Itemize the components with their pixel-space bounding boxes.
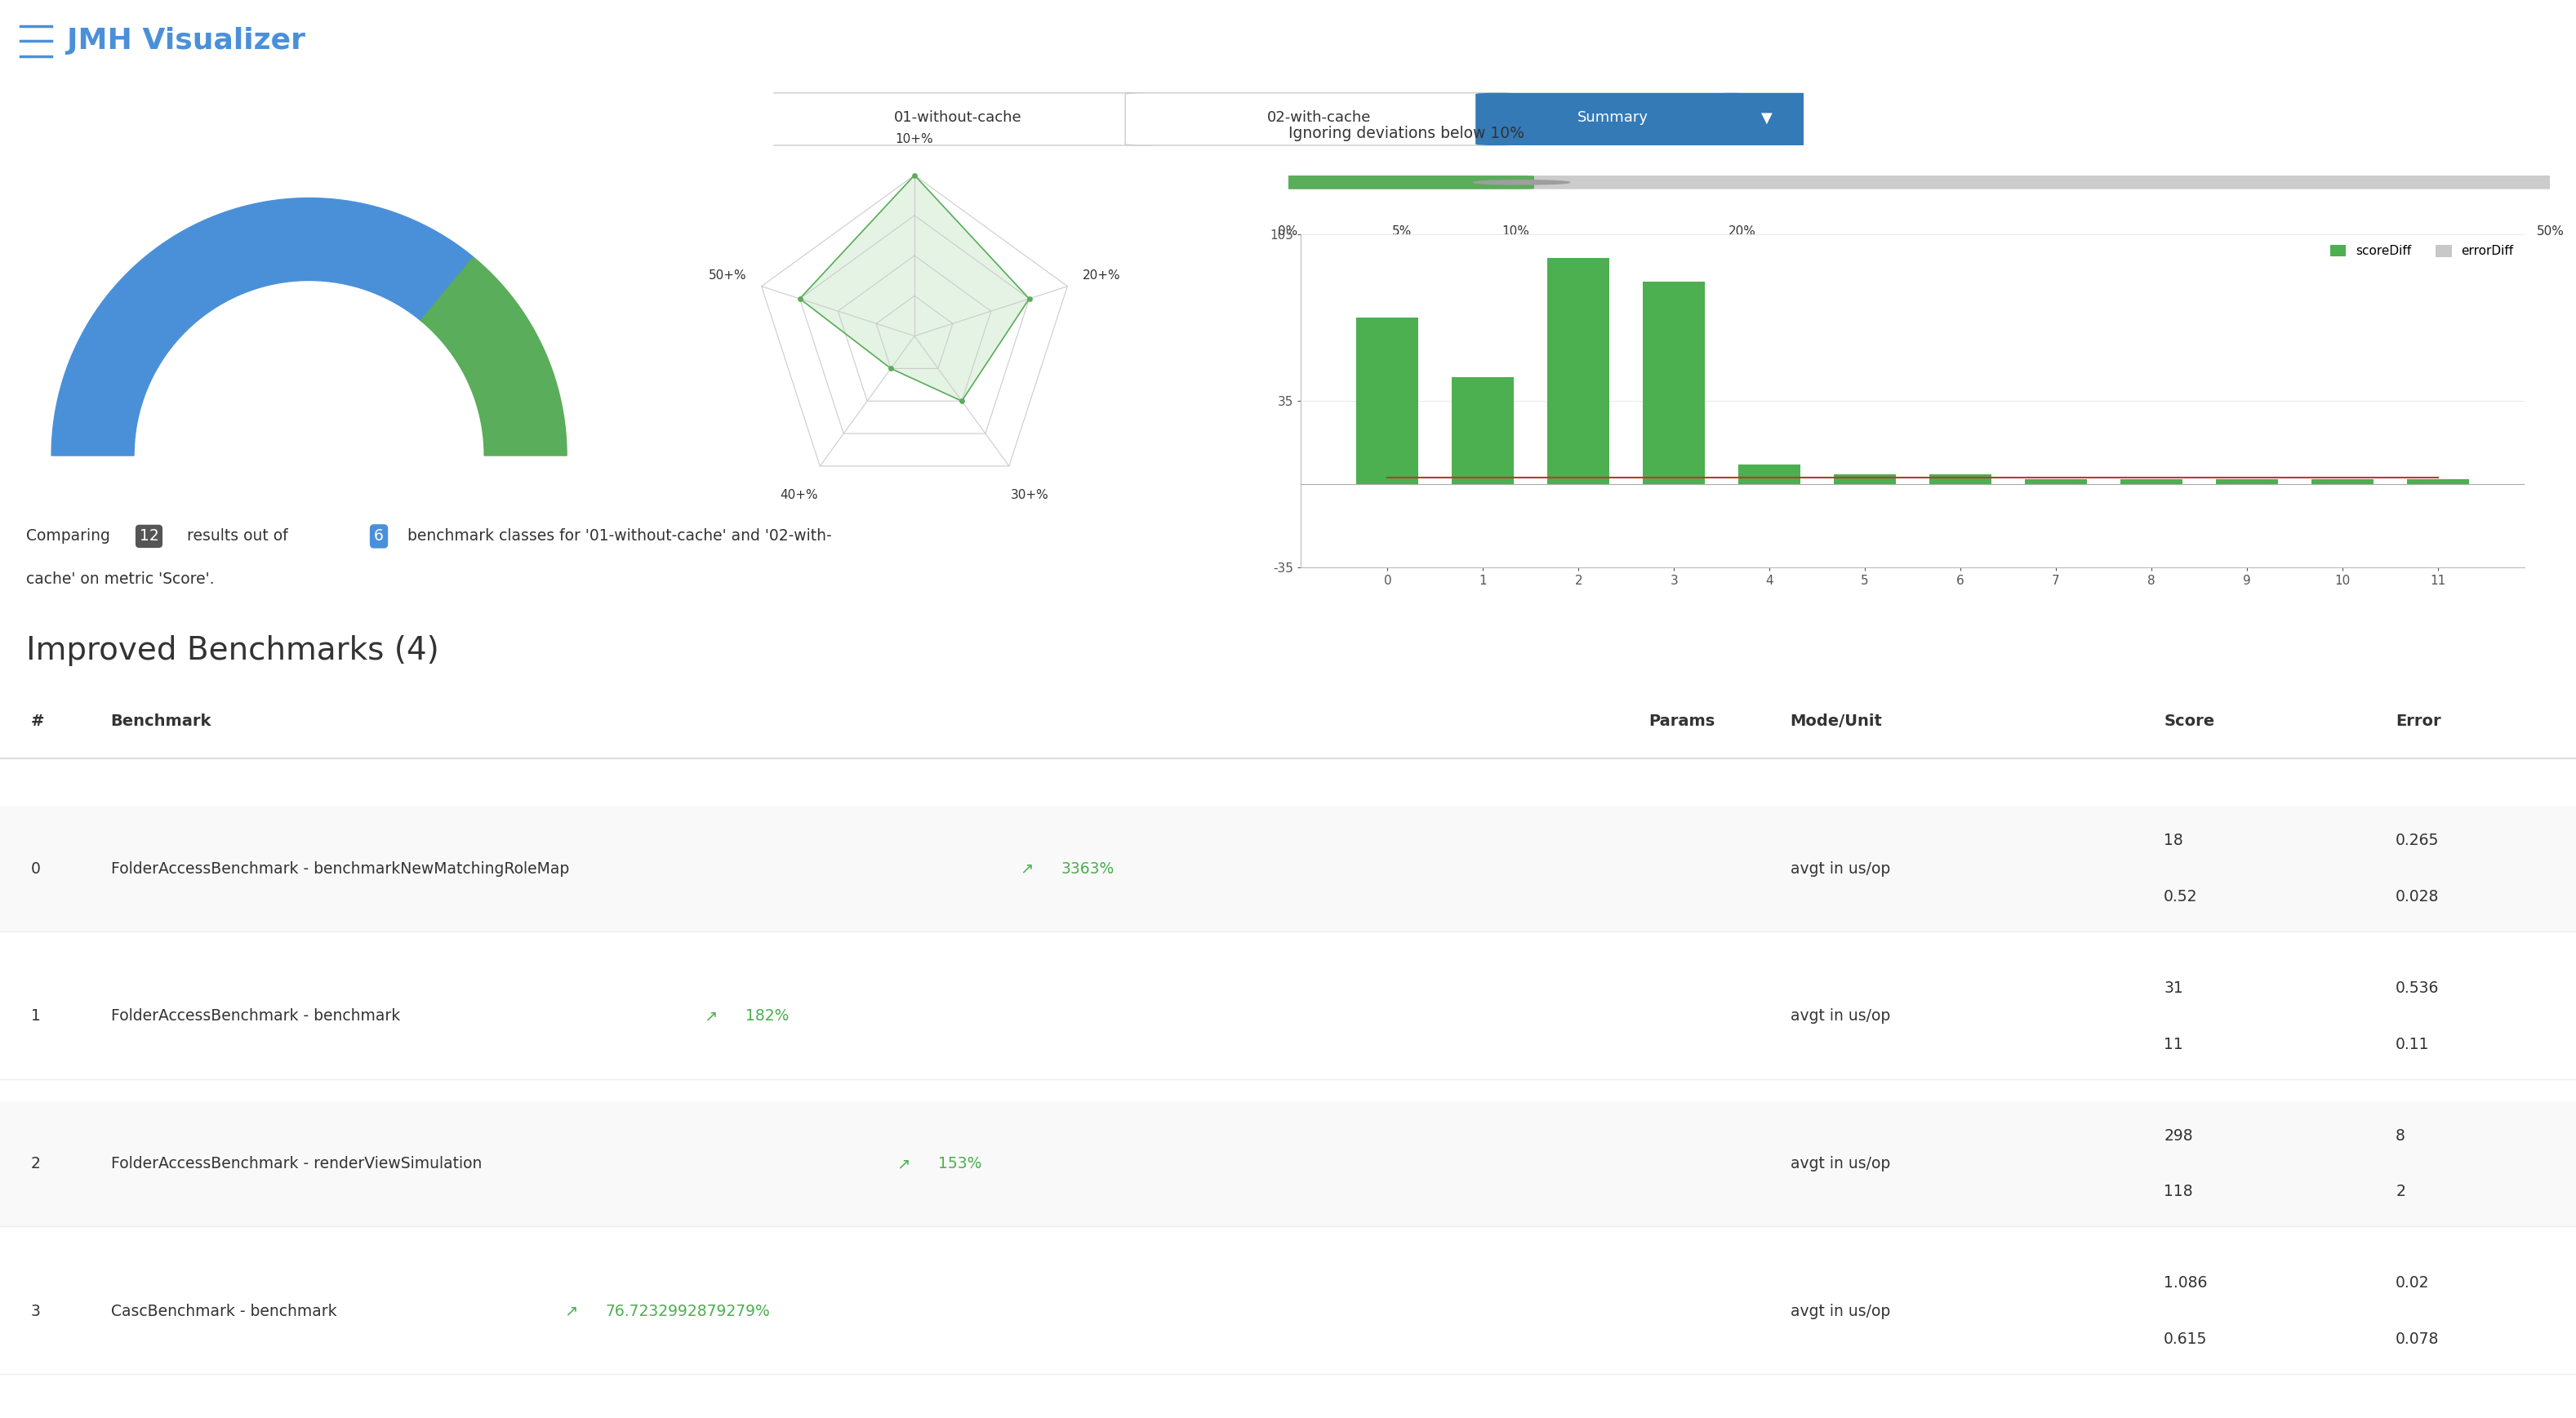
Text: 0.02: 0.02 [2396,1275,2429,1290]
Text: avgt in us/op: avgt in us/op [1790,861,1891,876]
Text: 2: 2 [2396,1184,2406,1200]
Bar [1643,282,1705,484]
Text: 0.52: 0.52 [2164,889,2197,905]
FancyBboxPatch shape [755,94,1162,145]
Point [940,390,981,413]
Polygon shape [799,176,1030,401]
FancyBboxPatch shape [0,1100,2576,1227]
Text: 31: 31 [2164,980,2184,995]
Text: 182%: 182% [744,1008,788,1024]
Text: 12: 12 [139,529,160,545]
Text: 01-without-cache: 01-without-cache [894,111,1023,125]
Text: benchmark classes for '01-without-cache' and '02-with-: benchmark classes for '01-without-cache'… [407,529,832,545]
Text: 02-with-cache: 02-with-cache [1267,111,1370,125]
Text: 40+%: 40+% [781,489,819,501]
Text: 0.028: 0.028 [2396,889,2439,905]
Text: CascBenchmark - benchmark: CascBenchmark - benchmark [111,1303,337,1319]
Text: avgt in us/op: avgt in us/op [1790,1008,1891,1024]
Text: 1: 1 [31,1008,41,1024]
Text: Score: Score [2164,713,2215,729]
Legend: scoreDiff, errorDiff: scoreDiff, errorDiff [2326,240,2519,262]
Text: ↗: ↗ [564,1303,577,1319]
Text: 20+%: 20+% [1082,269,1121,281]
Text: Params: Params [1649,713,1716,729]
Text: 76.7232992879279%: 76.7232992879279% [605,1303,770,1319]
Bar [2311,479,2372,484]
Bar [1929,475,1991,484]
Text: ▼: ▼ [1762,111,1772,125]
Text: 118: 118 [2164,1184,2192,1200]
Text: 0.265: 0.265 [2396,832,2439,848]
Bar [2406,479,2468,484]
Text: results out of: results out of [188,529,289,545]
Text: 50+%: 50+% [708,269,747,281]
Text: avgt in us/op: avgt in us/op [1790,1303,1891,1319]
Polygon shape [52,199,474,455]
Text: 3363%: 3363% [1061,861,1113,876]
Text: Summary: Summary [1577,111,1649,125]
Text: 0.11: 0.11 [2396,1037,2429,1052]
Text: ↗: ↗ [896,1156,909,1171]
Text: Error: Error [2396,713,2442,729]
Text: FolderAccessBenchmark - benchmarkNewMatchingRoleMap: FolderAccessBenchmark - benchmarkNewMatc… [111,861,569,876]
Text: 11: 11 [2164,1037,2184,1052]
Text: 0%: 0% [1278,225,1298,238]
Text: 3: 3 [31,1303,41,1319]
Text: 18: 18 [2164,832,2184,848]
Text: 5%: 5% [1391,225,1412,238]
Text: #: # [31,713,44,729]
FancyBboxPatch shape [0,1248,2576,1374]
Bar [1358,318,1419,484]
Text: 0.536: 0.536 [2396,980,2439,995]
Text: 6: 6 [374,529,384,545]
Text: JMH Visualizer: JMH Visualizer [67,27,307,55]
Bar [1834,475,1896,484]
Point [778,288,819,311]
Text: Comparing: Comparing [26,529,111,545]
Text: Improved Benchmarks (4): Improved Benchmarks (4) [26,635,438,666]
Text: ↗: ↗ [703,1008,719,1024]
FancyBboxPatch shape [1275,176,2563,189]
Point [894,164,935,187]
Text: 20%: 20% [1728,225,1757,238]
Bar [1739,465,1801,484]
Point [871,357,912,380]
Bar [1453,377,1515,484]
Text: Ignoring deviations below 10%: Ignoring deviations below 10% [1288,126,1525,140]
Text: 2: 2 [31,1156,41,1171]
Text: 153%: 153% [938,1156,981,1171]
Text: cache' on metric 'Score'.: cache' on metric 'Score'. [26,571,214,587]
FancyBboxPatch shape [0,953,2576,1079]
Text: 0: 0 [31,861,41,876]
Text: 0.078: 0.078 [2396,1332,2439,1347]
Text: 0.615: 0.615 [2164,1332,2208,1347]
Bar [2025,479,2087,484]
Text: 30+%: 30+% [1010,489,1048,501]
Text: 10%: 10% [1502,225,1530,238]
Bar [2120,479,2182,484]
Circle shape [1473,180,1569,184]
Text: ↗: ↗ [1020,861,1033,876]
FancyBboxPatch shape [1713,94,1821,145]
Text: 10+%: 10+% [896,133,933,146]
FancyBboxPatch shape [1275,176,1535,189]
FancyBboxPatch shape [1126,94,1512,145]
Text: 298: 298 [2164,1127,2192,1143]
FancyBboxPatch shape [0,805,2576,932]
Bar [2215,479,2277,484]
Text: 1.086: 1.086 [2164,1275,2208,1290]
Text: Benchmark: Benchmark [111,713,211,729]
Point [1010,288,1051,311]
FancyBboxPatch shape [1476,94,1749,145]
Bar [1548,258,1610,484]
Text: avgt in us/op: avgt in us/op [1790,1156,1891,1171]
Text: 50%: 50% [2537,225,2563,238]
Text: Mode/Unit: Mode/Unit [1790,713,1883,729]
Polygon shape [420,257,567,455]
Text: FolderAccessBenchmark - renderViewSimulation: FolderAccessBenchmark - renderViewSimula… [111,1156,482,1171]
Text: 8: 8 [2396,1127,2406,1143]
Text: FolderAccessBenchmark - benchmark: FolderAccessBenchmark - benchmark [111,1008,399,1024]
